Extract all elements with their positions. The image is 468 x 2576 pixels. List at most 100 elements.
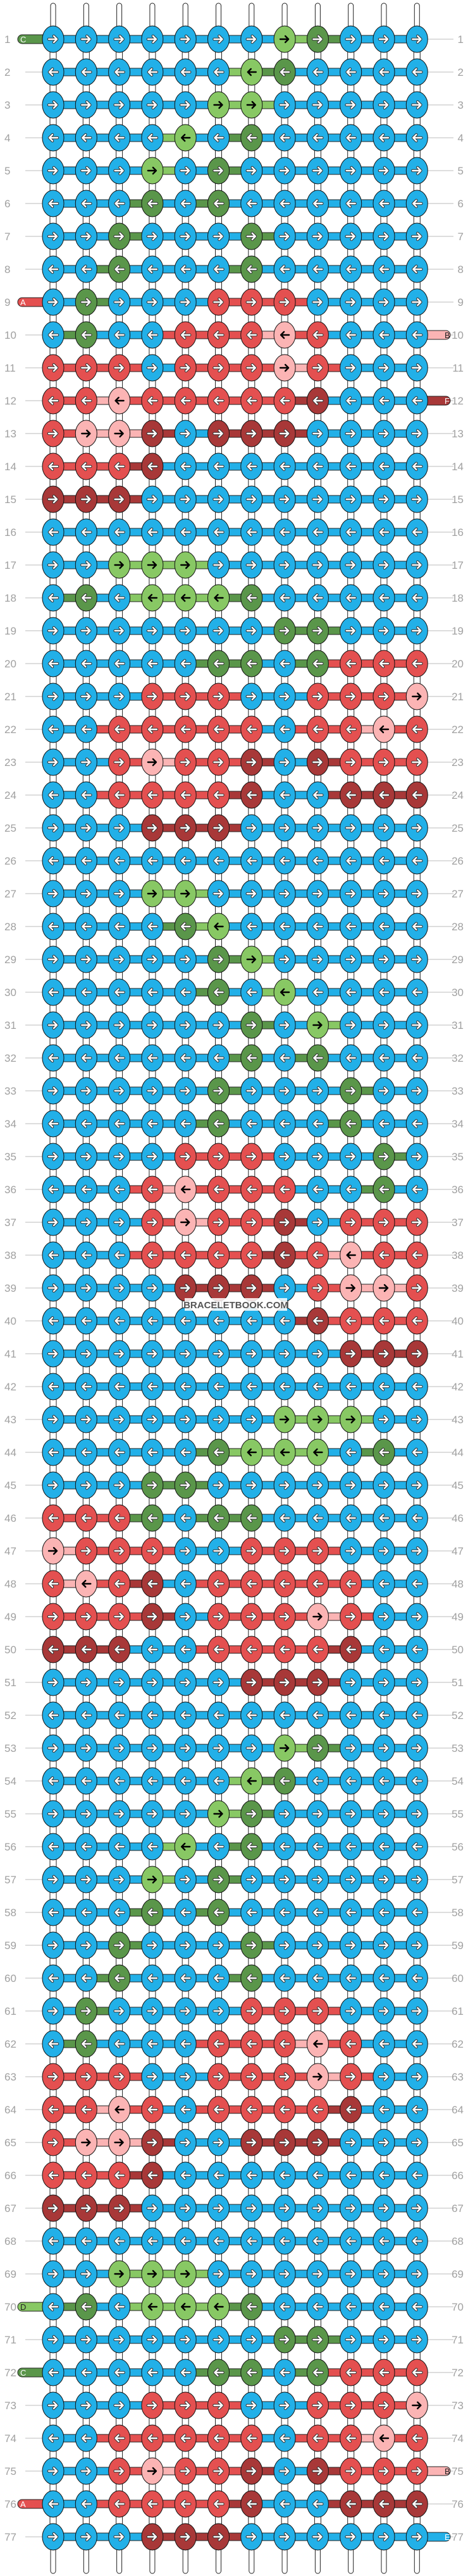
knot[interactable] (273, 288, 296, 316)
knot[interactable] (306, 1011, 329, 1039)
knot[interactable] (273, 1044, 296, 1072)
knot[interactable] (108, 781, 131, 809)
knot[interactable] (340, 1668, 362, 1696)
knot[interactable] (141, 617, 164, 645)
knot[interactable] (405, 1471, 428, 1499)
knot[interactable] (75, 1964, 97, 1992)
knot[interactable] (340, 913, 362, 940)
knot[interactable] (141, 1340, 164, 1368)
knot[interactable] (75, 420, 97, 447)
knot[interactable] (42, 222, 65, 250)
knot[interactable] (306, 1603, 329, 1631)
knot[interactable] (207, 1734, 230, 1762)
knot[interactable] (273, 1734, 296, 1762)
knot[interactable] (174, 847, 197, 875)
knot[interactable] (207, 1899, 230, 1926)
knot[interactable] (340, 1176, 362, 1203)
knot[interactable] (273, 945, 296, 973)
knot[interactable] (108, 255, 131, 283)
knot[interactable] (240, 1636, 263, 1663)
knot[interactable] (340, 781, 362, 809)
knot[interactable] (373, 1176, 395, 1203)
knot[interactable] (306, 880, 329, 908)
knot[interactable] (207, 1373, 230, 1400)
knot[interactable] (108, 978, 131, 1006)
knot[interactable] (174, 617, 197, 645)
knot[interactable] (273, 1406, 296, 1433)
knot[interactable] (42, 321, 65, 349)
knot[interactable] (207, 650, 230, 677)
knot[interactable] (405, 1176, 428, 1203)
knot[interactable] (240, 1274, 263, 1302)
knot[interactable] (240, 1964, 263, 1992)
knot[interactable] (207, 1208, 230, 1236)
knot[interactable] (405, 1931, 428, 1959)
knot[interactable] (373, 255, 395, 283)
knot[interactable] (340, 1537, 362, 1565)
knot[interactable] (273, 190, 296, 217)
knot[interactable] (405, 1570, 428, 1598)
knot[interactable] (373, 1800, 395, 1828)
knot[interactable] (373, 1570, 395, 1598)
knot[interactable] (405, 880, 428, 908)
knot[interactable] (207, 551, 230, 579)
knot[interactable] (207, 1438, 230, 1466)
knot[interactable] (108, 1997, 131, 2025)
knot[interactable] (240, 1373, 263, 1400)
knot[interactable] (240, 1011, 263, 1039)
knot[interactable] (373, 91, 395, 119)
knot[interactable] (273, 1143, 296, 1170)
knot[interactable] (174, 157, 197, 185)
knot[interactable] (373, 847, 395, 875)
knot[interactable] (42, 1208, 65, 1236)
knot[interactable] (306, 1044, 329, 1072)
knot[interactable] (340, 1143, 362, 1170)
knot[interactable] (174, 91, 197, 119)
knot[interactable] (174, 1504, 197, 1532)
knot[interactable] (108, 1701, 131, 1729)
knot[interactable] (108, 91, 131, 119)
knot[interactable] (340, 1011, 362, 1039)
knot[interactable] (306, 551, 329, 579)
knot[interactable] (405, 1077, 428, 1105)
knot[interactable] (373, 58, 395, 86)
knot[interactable] (405, 1767, 428, 1795)
knot[interactable] (306, 683, 329, 710)
knot[interactable] (75, 1537, 97, 1565)
knot[interactable] (405, 190, 428, 217)
knot[interactable] (174, 715, 197, 743)
knot[interactable] (141, 748, 164, 776)
knot[interactable] (306, 25, 329, 53)
knot[interactable] (42, 1011, 65, 1039)
knot[interactable] (373, 814, 395, 842)
knot[interactable] (75, 1636, 97, 1663)
knot[interactable] (174, 255, 197, 283)
knot[interactable] (373, 485, 395, 513)
knot[interactable] (42, 1570, 65, 1598)
knot[interactable] (207, 847, 230, 875)
knot[interactable] (340, 814, 362, 842)
knot[interactable] (42, 1143, 65, 1170)
knot[interactable] (240, 255, 263, 283)
knot[interactable] (240, 1537, 263, 1565)
knot[interactable] (42, 650, 65, 677)
knot[interactable] (405, 1406, 428, 1433)
knot[interactable] (340, 58, 362, 86)
knot[interactable] (373, 1438, 395, 1466)
knot[interactable] (273, 1471, 296, 1499)
knot[interactable] (174, 683, 197, 710)
knot[interactable] (306, 617, 329, 645)
knot[interactable] (373, 584, 395, 612)
knot[interactable] (75, 880, 97, 908)
knot[interactable] (207, 1274, 230, 1302)
knot[interactable] (373, 1077, 395, 1105)
knot[interactable] (240, 1077, 263, 1105)
knot[interactable] (273, 1307, 296, 1335)
knot[interactable] (273, 1077, 296, 1105)
knot[interactable] (108, 551, 131, 579)
knot[interactable] (174, 1570, 197, 1598)
knot[interactable] (373, 1110, 395, 1138)
knot[interactable] (273, 1800, 296, 1828)
knot[interactable] (340, 551, 362, 579)
knot[interactable] (373, 420, 395, 447)
